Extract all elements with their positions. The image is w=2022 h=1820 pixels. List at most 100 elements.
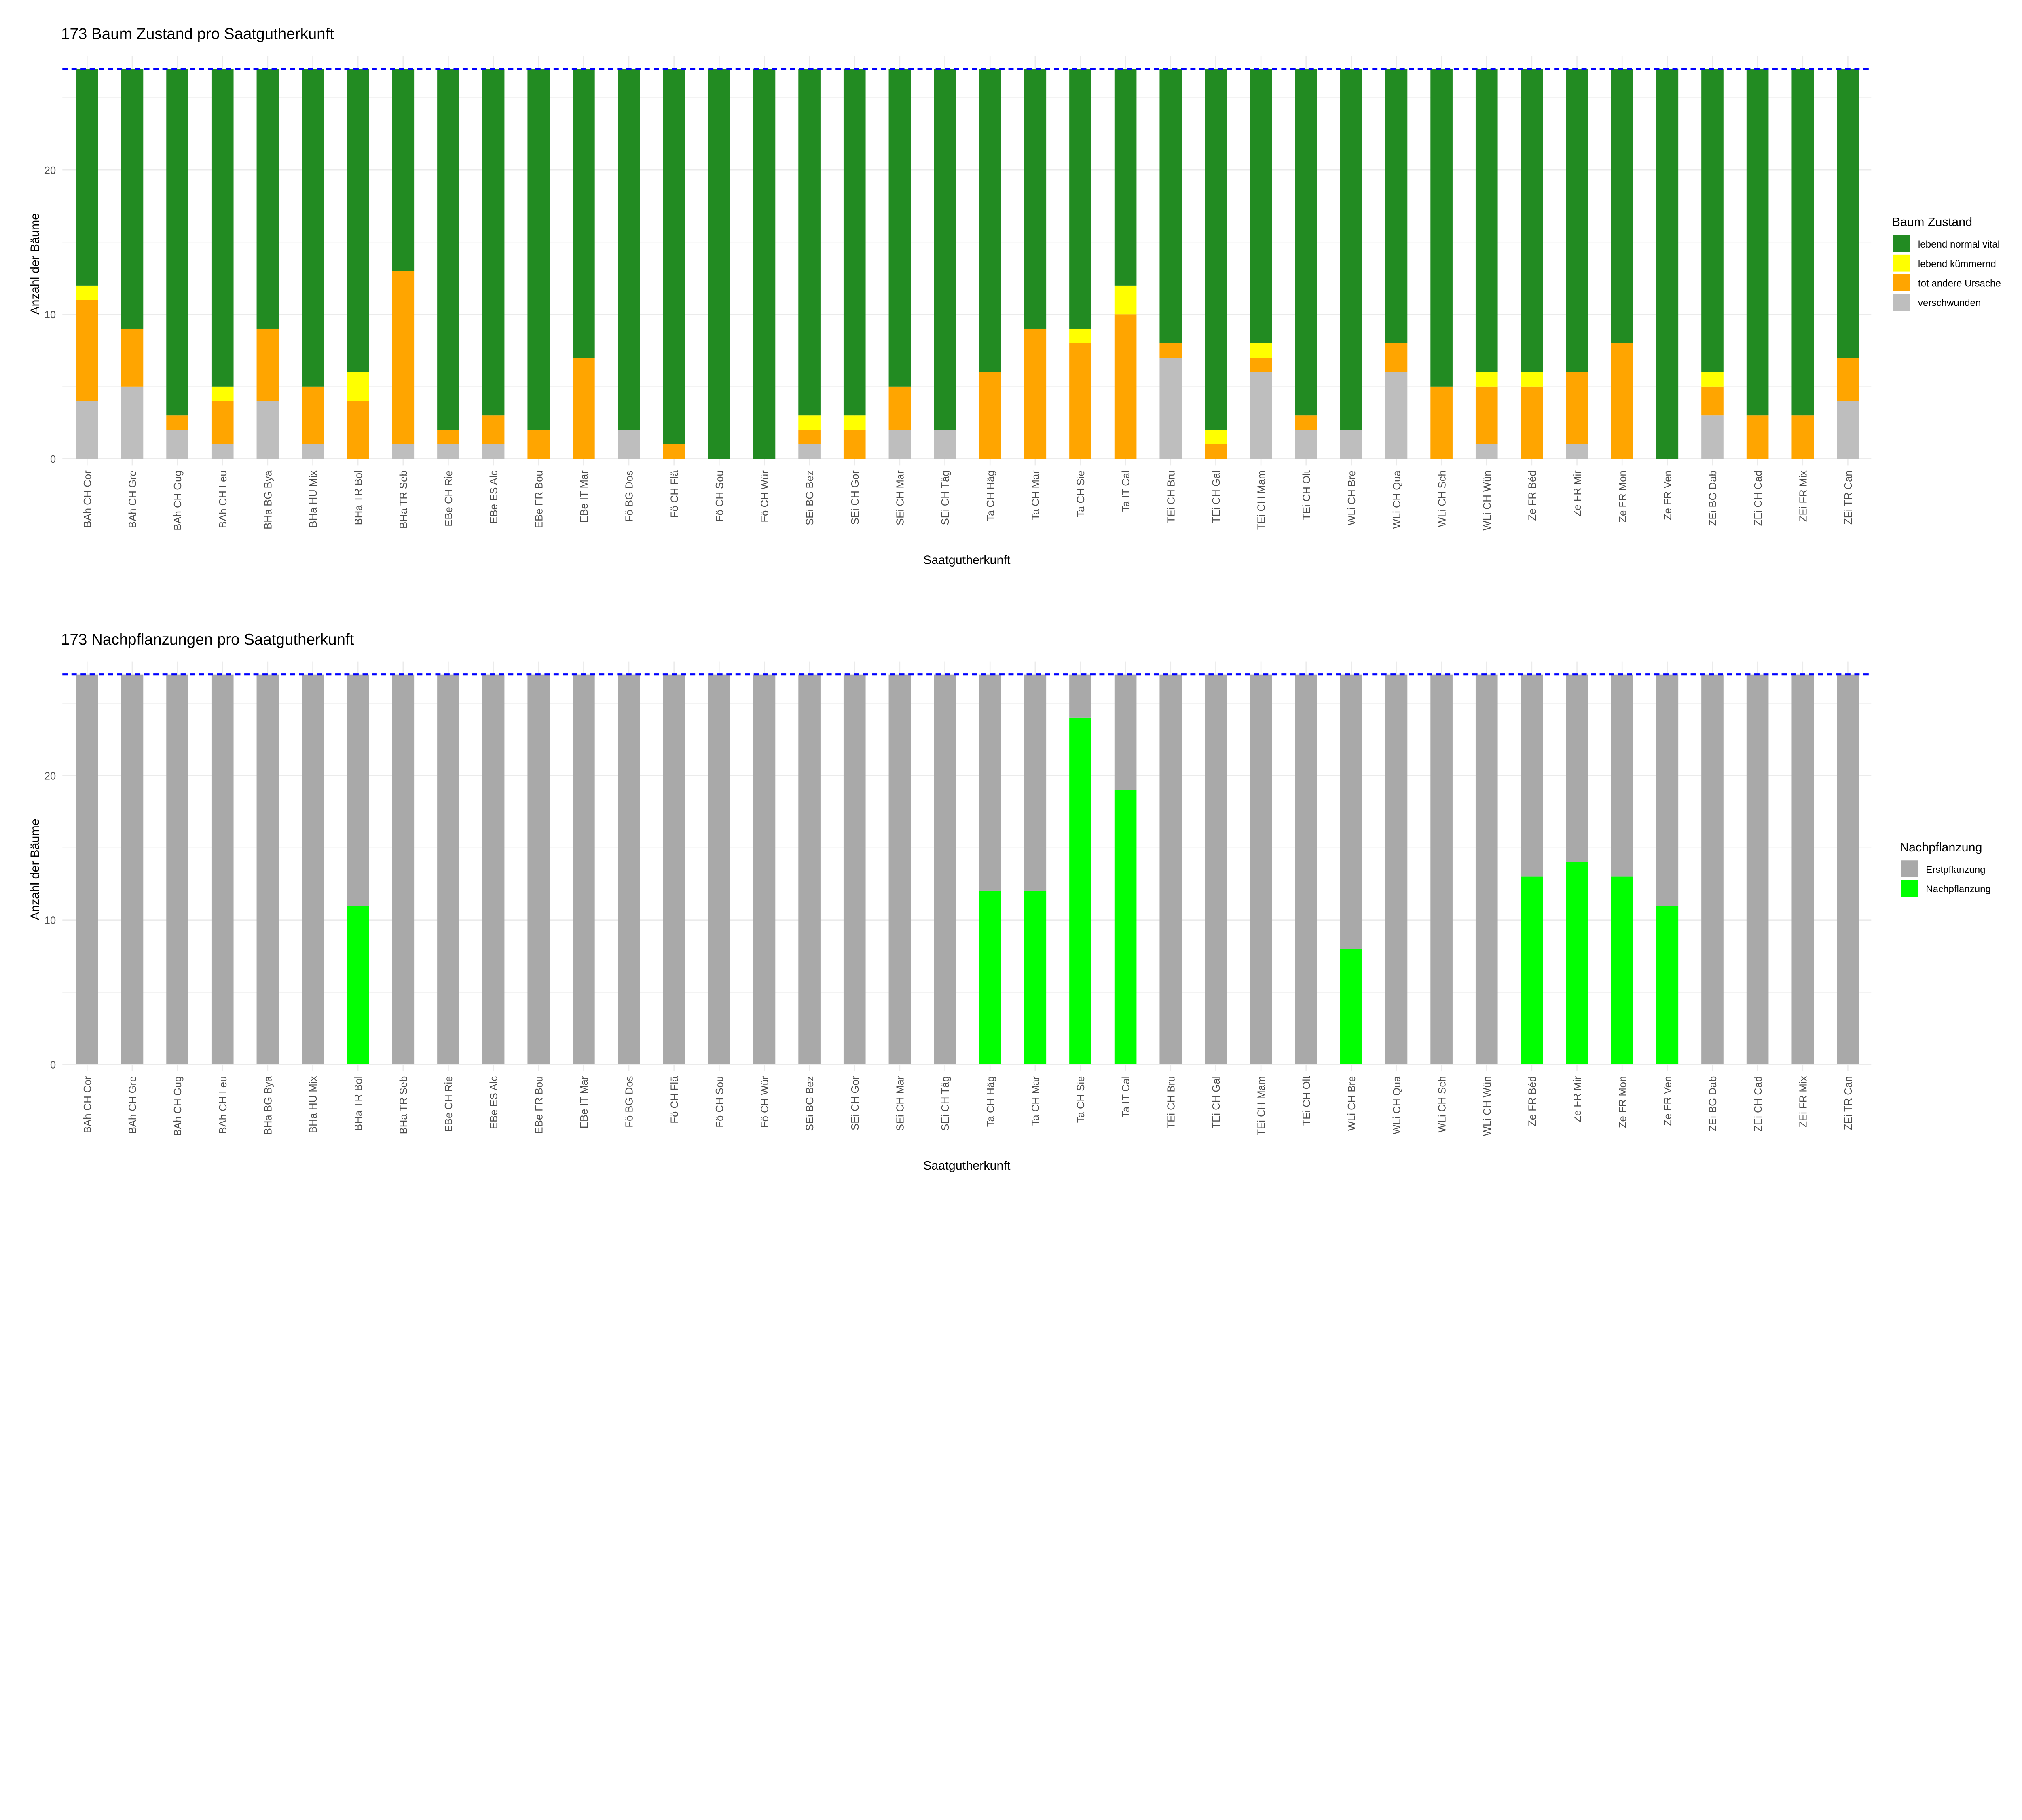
bar-segment-nachpflanzung: [347, 906, 369, 1064]
bar-segment-lebend-normal-vital: [934, 69, 956, 430]
bar-segment-lebend-normal-vital: [1385, 69, 1408, 343]
y-tick-label: 10: [44, 309, 56, 321]
x-tick-label: ZEi FR Mix: [1798, 470, 1809, 522]
legend-label: lebend kümmernd: [1918, 258, 1996, 269]
bar-segment-lebend-normal-vital: [1430, 69, 1453, 387]
bar-segment-erstpflanzung: [1159, 674, 1182, 1064]
x-tick-label: EBe FR Bou: [533, 470, 545, 528]
bar-segment-lebend-normal-vital: [1205, 69, 1227, 430]
x-tick-label: Ze FR Mon: [1617, 470, 1629, 522]
bar-segment-erstpflanzung: [1611, 674, 1633, 877]
x-tick-label: BAh CH Cor: [82, 1076, 93, 1133]
bar-segment-erstpflanzung: [888, 674, 911, 1064]
x-tick-label: Ta CH Häg: [985, 470, 996, 521]
legend-swatch: [1893, 235, 1910, 252]
bar-segment-tot-andere-ursache: [347, 401, 369, 459]
x-tick-label: TEi CH Gal: [1211, 1076, 1222, 1129]
bar-segment-lebend-normal-vital: [573, 69, 595, 358]
bar-segment-tot-andere-ursache: [1205, 444, 1227, 459]
legend-title: Nachpflanzung: [1900, 840, 1982, 854]
bar-segment-tot-andere-ursache: [888, 386, 911, 430]
bar-segment-erstpflanzung: [1791, 674, 1814, 1064]
bar-segment-lebend-normal-vital: [979, 69, 1001, 372]
chart-canvas: 173 Baum Zustand pro Saatgutherkunft 0 10 2…: [28, 25, 2001, 1172]
x-tick-label: ZEi CH Cad: [1753, 1076, 1764, 1132]
bar-segment-lebend-k-mmernd: [347, 372, 369, 401]
bar-segment-lebend-normal-vital: [256, 69, 279, 329]
bar-segment-lebend-k-mmernd: [211, 386, 234, 401]
bar-segment-erstpflanzung: [979, 674, 1001, 891]
legend-label: Erstpflanzung: [1926, 864, 1985, 875]
x-tick-label: WLi CH Sch: [1436, 470, 1448, 527]
bar-segment-verschwunden: [618, 430, 640, 459]
chart-panel-2: 173 Nachpflanzungen pro Saatgutherkunft 0…: [28, 631, 1991, 1172]
bar-segment-lebend-normal-vital: [753, 69, 776, 459]
x-tick-label: Ze FR Mir: [1572, 1076, 1583, 1122]
x-tick-label: TEi CH Olt: [1301, 1076, 1312, 1126]
bar-segment-tot-andere-ursache: [482, 415, 505, 444]
bar-segment-lebend-k-mmernd: [1069, 328, 1091, 343]
x-tick-label: Ta CH Mar: [1030, 470, 1041, 520]
bar-segment-verschwunden: [211, 444, 234, 459]
x-tick-label: SEi CH Täg: [940, 1076, 951, 1131]
legend-swatch: [1893, 294, 1910, 311]
x-tick-label: BAh CH Gug: [172, 1076, 184, 1136]
bar-segment-verschwunden: [1566, 444, 1588, 459]
bar-segment-erstpflanzung: [1746, 674, 1769, 1064]
bar-segment-erstpflanzung: [1205, 674, 1227, 1064]
bar-segment-tot-andere-ursache: [211, 401, 234, 444]
bar-segment-lebend-normal-vital: [392, 69, 415, 271]
x-tick-label: BAh CH Leu: [218, 470, 229, 528]
x-tick-label: Ze FR Mir: [1572, 470, 1583, 517]
bar-segment-lebend-k-mmernd: [1205, 430, 1227, 444]
bar-segment-erstpflanzung: [1024, 674, 1047, 891]
bar-segment-nachpflanzung: [1521, 876, 1543, 1064]
legend-label: verschwunden: [1918, 298, 1981, 309]
bar-segment-erstpflanzung: [1521, 674, 1543, 877]
chart-panel-1: 173 Baum Zustand pro Saatgutherkunft 0 10 2…: [28, 25, 2001, 567]
bar-segment-verschwunden: [302, 444, 324, 459]
bar-segment-tot-andere-ursache: [1024, 328, 1047, 459]
bar-segment-lebend-normal-vital: [1656, 69, 1679, 459]
x-tick-label: WLi CH Qua: [1392, 1076, 1403, 1134]
bar-segment-tot-andere-ursache: [1159, 343, 1182, 358]
bar-segment-tot-andere-ursache: [256, 328, 279, 401]
bar-segment-lebend-normal-vital: [618, 69, 640, 430]
x-tick-label: Ze FR Ven: [1662, 1076, 1673, 1126]
x-tick-label: BAh CH Gug: [172, 470, 184, 530]
bar-segment-verschwunden: [437, 444, 459, 459]
bar-segment-tot-andere-ursache: [1475, 386, 1498, 444]
bar-segment-lebend-k-mmernd: [1475, 372, 1498, 387]
bar-segment-erstpflanzung: [1656, 674, 1679, 906]
bar-segment-tot-andere-ursache: [1250, 358, 1272, 372]
x-axis-title: Saatgutherkunft: [923, 553, 1011, 567]
bar-segment-verschwunden: [1159, 358, 1182, 459]
bar-segment-tot-andere-ursache: [166, 415, 188, 430]
bar-segment-lebend-normal-vital: [1475, 69, 1498, 372]
bar-segment-lebend-normal-vital: [1114, 69, 1137, 286]
x-tick-label: SEi CH Mar: [895, 1076, 906, 1131]
x-tick-label: BHa BG Bya: [263, 1076, 274, 1135]
bar-segment-tot-andere-ursache: [1521, 386, 1543, 459]
x-tick-label: Ze FR Mon: [1617, 1076, 1629, 1128]
bar-segment-erstpflanzung: [482, 674, 505, 1064]
bar-segment-verschwunden: [1475, 444, 1498, 459]
bar-segment-lebend-normal-vital: [302, 69, 324, 387]
x-tick-label: Fö CH Wür: [759, 470, 771, 523]
bar-segment-erstpflanzung: [1475, 674, 1498, 1064]
x-tick-label: BHa TR Seb: [398, 470, 409, 529]
bar-segment-lebend-normal-vital: [1701, 69, 1724, 372]
y-axis-title: Anzahl der Bäume: [28, 819, 42, 920]
bar-segment-erstpflanzung: [121, 674, 144, 1064]
x-tick-label: BAh CH Leu: [218, 1076, 229, 1134]
bar-segment-verschwunden: [934, 430, 956, 459]
bar-segment-tot-andere-ursache: [1385, 343, 1408, 372]
x-tick-label: WLi CH Wün: [1482, 1076, 1493, 1136]
x-tick-label: Ze FR Ven: [1662, 470, 1673, 520]
bar-segment-lebend-normal-vital: [843, 69, 866, 416]
bar-segment-lebend-k-mmernd: [843, 415, 866, 430]
bar-segment-nachpflanzung: [1340, 949, 1362, 1064]
bar-segment-verschwunden: [888, 430, 911, 459]
x-tick-label: WLi CH Qua: [1392, 470, 1403, 529]
bar-segment-erstpflanzung: [392, 674, 415, 1064]
